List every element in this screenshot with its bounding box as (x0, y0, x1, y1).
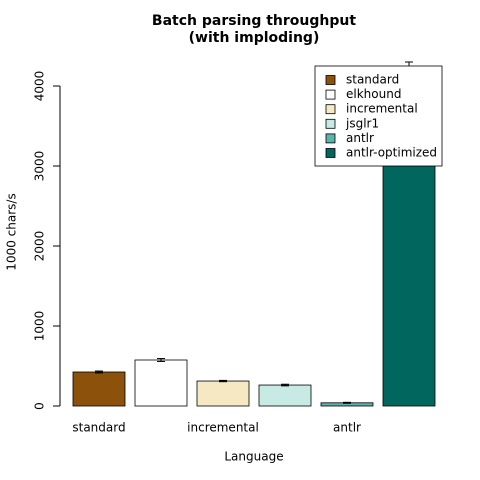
legend-label: jsglr1 (345, 116, 379, 130)
legend-box (314, 65, 443, 167)
x-tick-label: standard (72, 421, 125, 435)
legend-label: elkhound (346, 87, 401, 101)
error-bar (219, 379, 227, 383)
x-tick-label: antlr (333, 421, 361, 435)
bar (72, 371, 126, 407)
legend-label: standard (346, 73, 399, 87)
y-tick-label: 2000 (33, 231, 47, 262)
legend-swatch (325, 118, 336, 129)
error-bar (281, 383, 289, 387)
legend-label: antlr (346, 131, 374, 145)
error-bar (343, 401, 351, 404)
x-axis-label: Language (224, 450, 283, 464)
legend-swatch (325, 75, 336, 85)
legend-swatch (325, 148, 336, 158)
error-bar (157, 358, 165, 362)
x-tick-label: incremental (187, 421, 259, 435)
legend-label: incremental (346, 102, 418, 116)
bar (134, 359, 188, 407)
y-tick-label: 4000 (33, 71, 47, 102)
chart-subtitle: (with imploding) (189, 30, 320, 46)
bar (196, 380, 250, 407)
bar (258, 384, 312, 407)
legend-swatch (325, 104, 336, 115)
y-tick-label: 3000 (33, 151, 47, 182)
legend-label: antlr-optimized (346, 146, 437, 160)
y-axis-label: 1000 chars/s (5, 193, 19, 270)
legend-swatch (325, 133, 336, 144)
legend-swatch (325, 89, 336, 100)
y-tick-label: 0 (33, 402, 47, 410)
y-tick-label: 1000 (33, 311, 47, 342)
error-bar (95, 370, 103, 374)
chart-title: Batch parsing throughput (152, 13, 356, 29)
